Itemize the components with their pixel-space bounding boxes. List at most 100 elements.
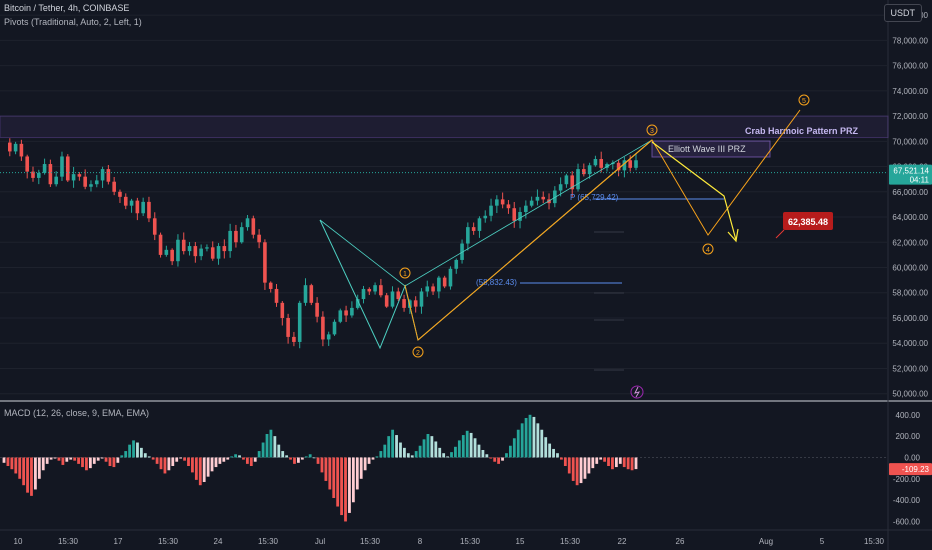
- candle[interactable]: [257, 229, 261, 249]
- candle[interactable]: [454, 258, 459, 274]
- candle[interactable]: [402, 294, 406, 312]
- candle[interactable]: [216, 243, 221, 265]
- candle[interactable]: [263, 239, 267, 290]
- candle[interactable]: [199, 244, 203, 261]
- candle[interactable]: [251, 215, 256, 239]
- candle[interactable]: [309, 283, 314, 306]
- candle[interactable]: [634, 153, 638, 171]
- macd-legend[interactable]: MACD (12, 26, close, 9, EMA, EMA): [4, 408, 150, 418]
- elliott-wave-label[interactable]: 1: [399, 267, 411, 279]
- candle[interactable]: [477, 216, 482, 238]
- candle[interactable]: [112, 176, 116, 196]
- candle[interactable]: [193, 242, 198, 263]
- candle[interactable]: [593, 155, 598, 167]
- candle[interactable]: [558, 177, 563, 197]
- candle[interactable]: [355, 294, 360, 310]
- candle[interactable]: [419, 288, 424, 314]
- candle[interactable]: [83, 169, 87, 190]
- candle[interactable]: [164, 245, 169, 257]
- last-price-tag[interactable]: [889, 164, 932, 185]
- time-axis[interactable]: 10 15:30 17 15:30 24 15:30 Jul 15:30 8 15:30 15 15:…: [14, 537, 885, 546]
- candle[interactable]: [71, 166, 76, 188]
- candle[interactable]: [367, 287, 372, 295]
- candle[interactable]: [338, 308, 343, 324]
- candle[interactable]: [205, 244, 209, 252]
- candle[interactable]: [321, 311, 325, 347]
- candle[interactable]: [466, 222, 470, 251]
- candle[interactable]: [326, 331, 331, 346]
- candlestick-series[interactable]: [7, 138, 638, 349]
- candle[interactable]: [19, 139, 24, 161]
- candle[interactable]: [286, 313, 290, 344]
- candle[interactable]: [100, 166, 105, 188]
- elliott-prz-box[interactable]: [651, 140, 771, 158]
- candle[interactable]: [448, 266, 453, 290]
- candle[interactable]: [106, 165, 111, 185]
- candle[interactable]: [506, 200, 511, 214]
- candle[interactable]: [384, 292, 389, 308]
- candle[interactable]: [442, 275, 447, 289]
- candle[interactable]: [268, 281, 273, 293]
- candle[interactable]: [431, 283, 435, 296]
- candle[interactable]: [437, 275, 441, 299]
- candle[interactable]: [158, 232, 163, 258]
- candle[interactable]: [512, 201, 517, 228]
- candle[interactable]: [489, 198, 493, 222]
- candle[interactable]: [495, 195, 499, 214]
- candle[interactable]: [280, 301, 285, 326]
- symbol-legend[interactable]: Bitcoin / Tether, 4h, COINBASE: [4, 3, 130, 13]
- macd-histogram[interactable]: [0, 414, 888, 522]
- candle[interactable]: [152, 212, 157, 241]
- elliott-wave-label[interactable]: 5: [798, 94, 810, 106]
- candle[interactable]: [129, 198, 134, 213]
- drawing-annotations[interactable]: Crab Harmoic Pattern PRZ Elliott Wave III…: [0, 94, 889, 399]
- candle[interactable]: [245, 214, 250, 231]
- candle[interactable]: [187, 242, 192, 256]
- candle[interactable]: [141, 197, 145, 217]
- candle[interactable]: [7, 138, 12, 157]
- candle[interactable]: [332, 319, 337, 336]
- candle[interactable]: [25, 154, 29, 179]
- candle[interactable]: [42, 158, 47, 175]
- candle[interactable]: [582, 163, 586, 177]
- candle[interactable]: [587, 162, 592, 179]
- candle[interactable]: [344, 305, 348, 322]
- candle[interactable]: [181, 232, 186, 255]
- pivots-legend[interactable]: Pivots (Traditional, Auto, 2, Left, 1): [4, 17, 142, 27]
- candle[interactable]: [239, 222, 244, 244]
- candle[interactable]: [350, 301, 354, 318]
- candle[interactable]: [118, 189, 122, 203]
- macd-value-tag[interactable]: [889, 463, 932, 476]
- candle[interactable]: [390, 286, 395, 309]
- candle[interactable]: [234, 224, 238, 248]
- candle[interactable]: [599, 151, 604, 173]
- elliott-wave-label[interactable]: 4: [702, 243, 714, 255]
- candle[interactable]: [222, 239, 227, 259]
- candle[interactable]: [54, 171, 58, 187]
- crab-prz-box[interactable]: [0, 115, 889, 139]
- candle[interactable]: [396, 287, 401, 302]
- target-price-tag[interactable]: [783, 212, 833, 230]
- candle[interactable]: [541, 191, 546, 204]
- candle[interactable]: [564, 173, 569, 188]
- candle[interactable]: [500, 192, 505, 209]
- candle[interactable]: [361, 285, 366, 304]
- candle[interactable]: [210, 241, 215, 261]
- candle[interactable]: [89, 180, 93, 192]
- candle[interactable]: [65, 154, 70, 183]
- candle[interactable]: [176, 234, 180, 267]
- candle[interactable]: [553, 186, 557, 208]
- candle[interactable]: [303, 278, 308, 306]
- currency-button[interactable]: USDT: [883, 4, 922, 22]
- candle[interactable]: [147, 196, 151, 223]
- candle[interactable]: [628, 155, 633, 172]
- candle[interactable]: [524, 200, 528, 219]
- candle[interactable]: [622, 157, 627, 178]
- candle[interactable]: [576, 163, 580, 192]
- candle[interactable]: [13, 141, 18, 155]
- candle[interactable]: [297, 300, 302, 349]
- candle[interactable]: [48, 159, 53, 187]
- candle[interactable]: [460, 239, 464, 264]
- projection-path[interactable]: [651, 141, 737, 241]
- candle[interactable]: [135, 197, 140, 221]
